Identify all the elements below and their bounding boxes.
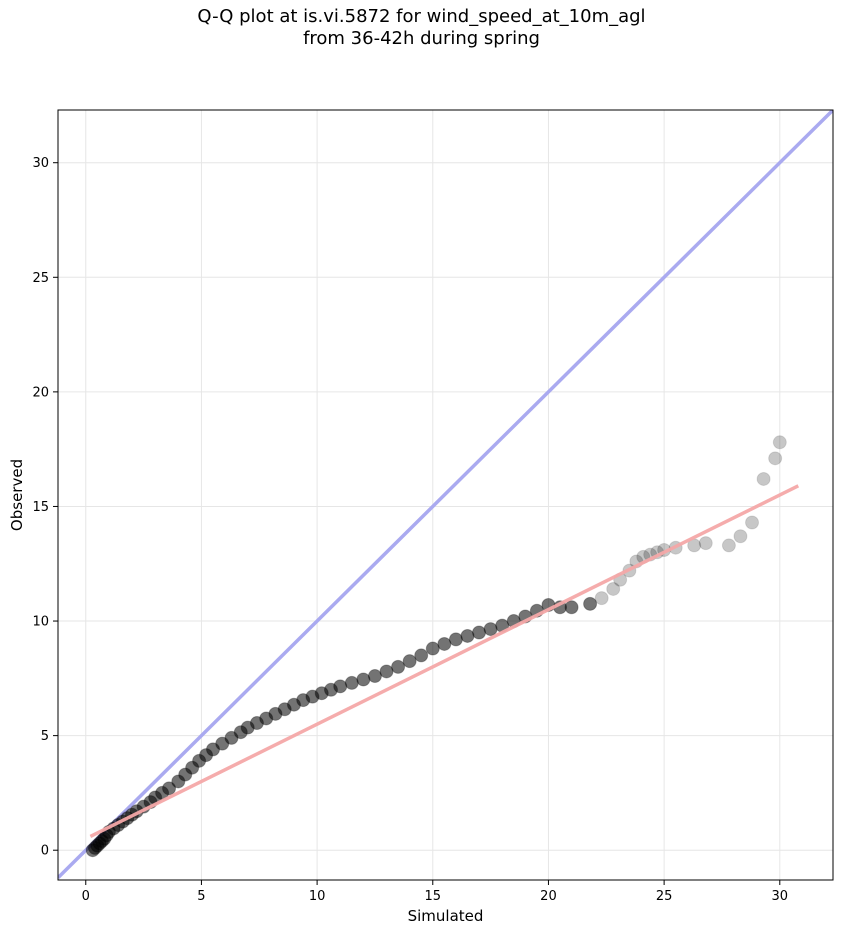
x-tick-label: 15: [425, 889, 442, 904]
fit-line: [89, 484, 800, 839]
data-layer: [58, 110, 833, 879]
y-tick-label: 20: [32, 385, 49, 400]
data-point: [391, 659, 406, 674]
data-point: [379, 664, 394, 679]
ticks: 0 5 10 15 20 25 30 0 5 10 15 20 25 30: [32, 156, 788, 904]
data-point: [594, 591, 609, 606]
data-point: [698, 536, 713, 551]
x-axis-label: Simulated: [408, 907, 484, 925]
plot-frame: [57, 109, 834, 881]
data-point: [448, 632, 463, 647]
data-point: [437, 636, 452, 651]
y-tick-label: 15: [32, 500, 49, 515]
data-point: [402, 654, 417, 669]
y-axis-label: Observed: [8, 459, 26, 531]
data-point: [472, 625, 487, 640]
x-tick-label: 5: [197, 889, 205, 904]
data-point: [564, 600, 579, 615]
x-tick-label: 10: [309, 889, 326, 904]
data-point: [162, 781, 177, 796]
identity-line: [58, 110, 833, 879]
x-tick-label: 0: [82, 889, 90, 904]
y-tick-label: 10: [32, 615, 49, 630]
data-point: [772, 435, 787, 450]
data-point: [483, 622, 498, 637]
x-tick-label: 20: [540, 889, 557, 904]
y-tick-label: 30: [32, 156, 49, 171]
data-point: [367, 669, 382, 684]
chart-title: Q-Q plot at is.vi.5872 for wind_speed_at…: [197, 6, 646, 27]
data-point: [606, 581, 621, 596]
data-point: [721, 538, 736, 553]
data-point: [756, 471, 771, 486]
chart-title-block: Q-Q plot at is.vi.5872 for wind_speed_at…: [0, 6, 843, 50]
data-point: [344, 675, 359, 690]
data-point: [768, 451, 783, 466]
data-point: [425, 641, 440, 656]
chart-subtitle: from 36-42h during spring: [303, 28, 540, 49]
y-tick-label: 5: [41, 729, 49, 744]
y-tick-label: 0: [41, 844, 49, 859]
data-point: [356, 672, 371, 687]
data-point: [333, 679, 348, 694]
x-tick-label: 25: [656, 889, 673, 904]
data-point: [414, 648, 429, 663]
data-point: [460, 628, 475, 643]
x-tick-label: 30: [772, 889, 789, 904]
data-point: [733, 529, 748, 544]
y-tick-label: 25: [32, 271, 49, 286]
data-point: [745, 515, 760, 530]
data-point: [583, 596, 598, 611]
